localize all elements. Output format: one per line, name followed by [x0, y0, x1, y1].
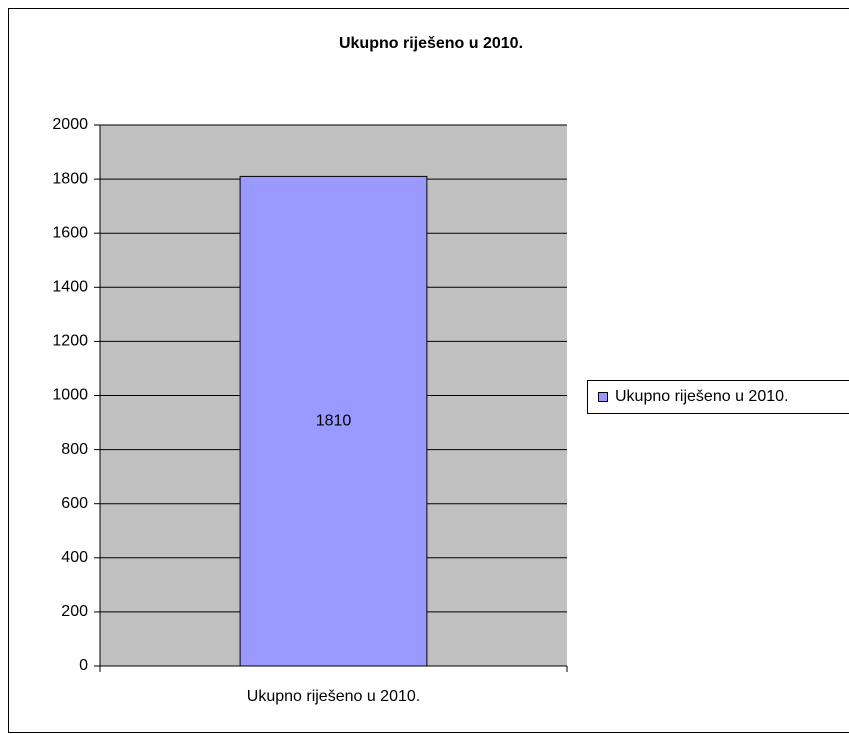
y-tick-label: 1600	[52, 224, 88, 241]
legend-label: Ukupno riješeno u 2010.	[615, 388, 788, 405]
x-tick-label: Ukupno riješeno u 2010.	[247, 688, 420, 705]
y-tick-label: 800	[61, 441, 88, 458]
y-tick-label: 1200	[52, 333, 88, 350]
legend-marker	[598, 392, 608, 402]
data-label: 1810	[316, 412, 352, 429]
chart-title: Ukupno riješeno u 2010.	[339, 35, 523, 52]
y-tick-label: 600	[61, 495, 88, 512]
y-tick-label: 1000	[52, 387, 88, 404]
y-tick-label: 1800	[52, 170, 88, 187]
y-tick-label: 400	[61, 549, 88, 566]
legend-box	[587, 380, 849, 414]
bar	[239, 175, 428, 667]
y-tick-label: 200	[61, 603, 88, 620]
y-tick-label: 0	[79, 657, 88, 674]
y-tick-label: 1400	[52, 279, 88, 296]
y-tick-label: 2000	[52, 116, 88, 133]
